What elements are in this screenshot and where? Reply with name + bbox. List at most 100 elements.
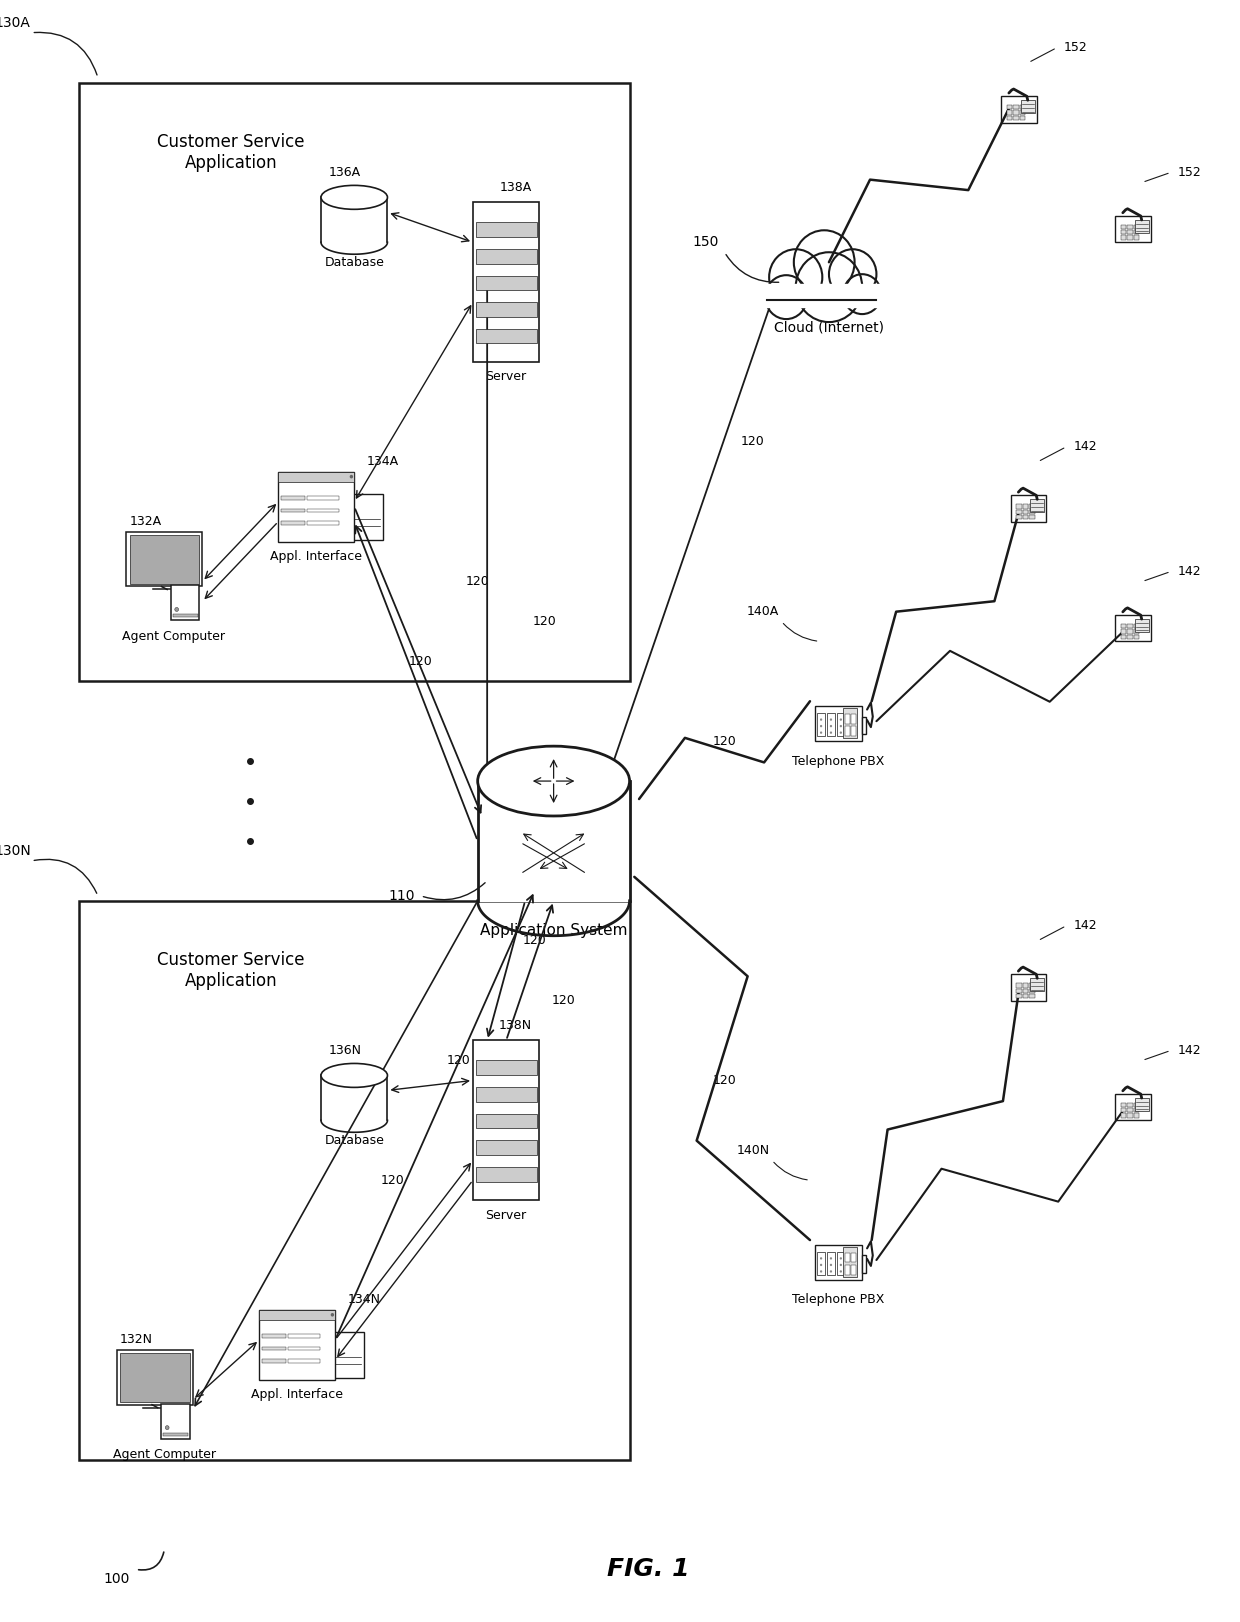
- Circle shape: [839, 1270, 842, 1273]
- Bar: [164, 1432, 188, 1435]
- Bar: [1021, 115, 1025, 120]
- Text: Database: Database: [325, 256, 384, 269]
- Bar: [1121, 624, 1126, 628]
- Circle shape: [830, 1264, 832, 1267]
- Text: 100: 100: [104, 1572, 130, 1586]
- Bar: [1127, 1108, 1133, 1113]
- Bar: [288, 1359, 320, 1362]
- Bar: [1007, 115, 1012, 120]
- Text: 142: 142: [1178, 564, 1202, 577]
- Bar: [1121, 230, 1126, 235]
- Bar: [1133, 235, 1140, 240]
- Bar: [1017, 988, 1022, 993]
- Bar: [476, 329, 537, 344]
- Circle shape: [843, 274, 882, 315]
- Bar: [844, 727, 849, 736]
- Bar: [817, 1252, 826, 1275]
- FancyBboxPatch shape: [1115, 216, 1151, 242]
- Bar: [1127, 634, 1133, 639]
- Bar: [1121, 1108, 1126, 1113]
- Circle shape: [794, 230, 854, 294]
- Bar: [1133, 230, 1140, 235]
- Text: FIG. 1: FIG. 1: [608, 1557, 689, 1581]
- Text: 120: 120: [532, 615, 556, 628]
- Text: Telephone PBX: Telephone PBX: [792, 1293, 884, 1306]
- Text: Appl. Interface: Appl. Interface: [252, 1388, 343, 1401]
- Bar: [476, 1061, 537, 1075]
- Text: 136N: 136N: [329, 1045, 361, 1058]
- Circle shape: [331, 1312, 334, 1317]
- Text: 142: 142: [1074, 440, 1097, 453]
- Bar: [815, 1244, 862, 1280]
- Bar: [1013, 110, 1019, 115]
- Circle shape: [820, 732, 822, 733]
- Bar: [1030, 500, 1044, 513]
- Text: 120: 120: [713, 735, 737, 748]
- Text: Telephone PBX: Telephone PBX: [792, 754, 884, 767]
- Bar: [1133, 624, 1140, 628]
- Bar: [851, 727, 857, 736]
- Text: 134A: 134A: [367, 456, 399, 469]
- Circle shape: [820, 725, 822, 727]
- Bar: [308, 509, 339, 513]
- Bar: [1023, 983, 1028, 988]
- Circle shape: [175, 608, 179, 611]
- Circle shape: [830, 719, 832, 720]
- Bar: [1029, 994, 1035, 998]
- Bar: [827, 714, 836, 736]
- Text: 132N: 132N: [119, 1333, 153, 1346]
- Text: 138N: 138N: [498, 1019, 532, 1032]
- Bar: [1127, 1113, 1133, 1118]
- Bar: [1021, 110, 1025, 115]
- Bar: [1133, 629, 1140, 634]
- Circle shape: [769, 250, 822, 305]
- Bar: [1017, 994, 1022, 998]
- Circle shape: [765, 276, 807, 320]
- Bar: [126, 532, 202, 587]
- Bar: [844, 1252, 849, 1262]
- Text: 134N: 134N: [347, 1293, 381, 1306]
- Bar: [1133, 634, 1140, 639]
- Bar: [843, 709, 857, 738]
- Circle shape: [820, 719, 822, 720]
- Bar: [130, 535, 198, 584]
- Text: 152: 152: [1064, 41, 1087, 54]
- Text: 120: 120: [552, 994, 575, 1007]
- Bar: [1030, 978, 1044, 991]
- Bar: [1007, 105, 1012, 109]
- Text: 140N: 140N: [737, 1144, 770, 1156]
- Text: 140A: 140A: [746, 605, 779, 618]
- Bar: [1121, 225, 1126, 229]
- Text: 600: 600: [352, 1088, 376, 1101]
- Bar: [1133, 1113, 1140, 1118]
- Text: 152: 152: [1178, 165, 1202, 178]
- Bar: [476, 1087, 537, 1101]
- Bar: [472, 1040, 539, 1200]
- Text: Server: Server: [486, 1208, 527, 1221]
- Bar: [1121, 1113, 1126, 1118]
- Bar: [1127, 1103, 1133, 1108]
- Text: 138A: 138A: [500, 182, 532, 195]
- Bar: [352, 495, 383, 540]
- Bar: [259, 1311, 335, 1380]
- Circle shape: [796, 253, 862, 323]
- Bar: [1029, 983, 1035, 988]
- Bar: [334, 1332, 363, 1377]
- Circle shape: [839, 1257, 842, 1260]
- Bar: [1023, 988, 1028, 993]
- Bar: [1127, 225, 1133, 229]
- Bar: [281, 521, 305, 526]
- Bar: [1127, 230, 1133, 235]
- Circle shape: [839, 732, 842, 733]
- Bar: [262, 1346, 286, 1351]
- Ellipse shape: [321, 1064, 387, 1087]
- Bar: [1023, 509, 1028, 514]
- Bar: [288, 1335, 320, 1338]
- Circle shape: [830, 1270, 832, 1273]
- Text: 136A: 136A: [329, 165, 361, 178]
- Text: 120: 120: [713, 1074, 737, 1087]
- Text: 150: 150: [692, 235, 719, 250]
- Bar: [262, 1359, 286, 1362]
- Bar: [308, 521, 339, 526]
- Text: Database: Database: [325, 1134, 384, 1147]
